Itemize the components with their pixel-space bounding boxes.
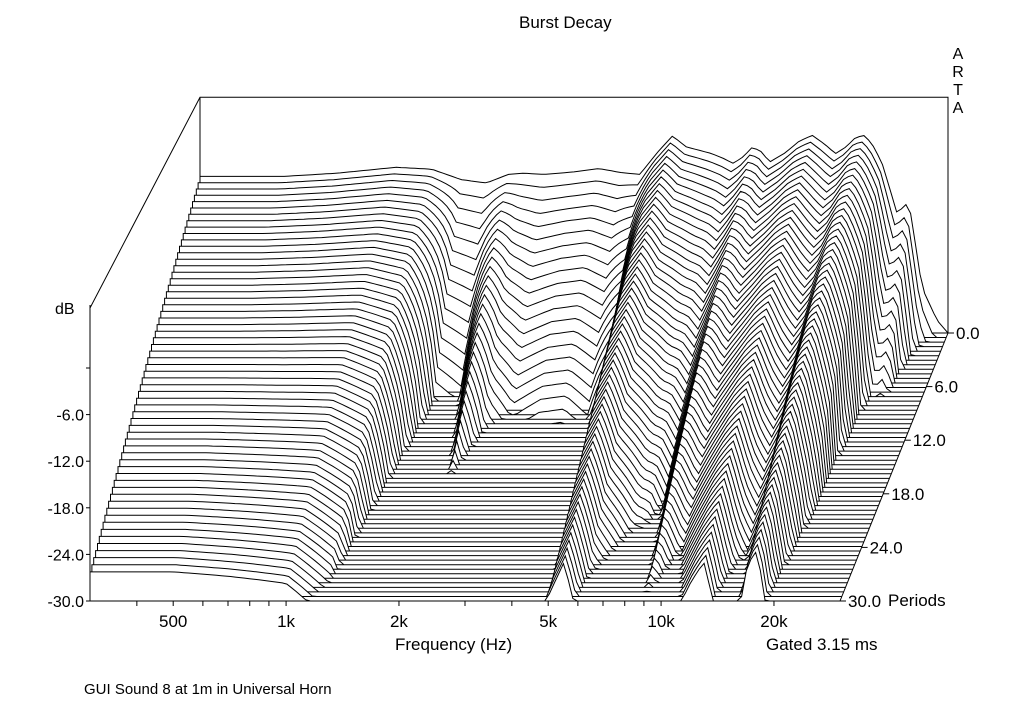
brand-letter: A [952,46,964,63]
chart-title: Burst Decay [519,13,612,32]
y-axis-label: dB [55,301,75,318]
z-tick-label: 30.0 [848,592,881,611]
z-tick-label: 6.0 [934,378,958,397]
gate-caption: Gated 3.15 ms [766,635,878,654]
brand-letter: T [953,82,963,99]
y-tick-label: -18.0 [48,501,85,518]
z-tick-label: 24.0 [870,538,903,557]
decay-slices [89,134,950,602]
brand-mark: A R T A [950,46,966,118]
x-tick-label: 5k [539,612,557,631]
x-tick-label: 2k [390,612,408,631]
z-axis-unit-label: Periods [888,591,946,610]
x-tick-label: 20k [760,612,788,631]
z-tick-label: 0.0 [956,324,980,343]
y-tick-label: -6.0 [56,408,84,425]
z-axis-line [839,332,949,602]
x-tick-label: 10k [647,612,675,631]
z-tick-label: 12.0 [913,431,946,450]
y-tick-label: -24.0 [48,547,85,564]
brand-letter: R [952,64,964,81]
y-tick-label: -12.0 [48,454,85,471]
x-tick-label: 1k [277,612,295,631]
y-tick-label: -30.0 [48,594,85,611]
footer-caption: GUI Sound 8 at 1m in Universal Horn [84,681,332,698]
z-tick-label: 18.0 [891,485,924,504]
axes: -6.0 -12.0 -18.0 -24.0 -30.0 500 1k 2k 5k 10k 20k 0… [48,305,980,631]
brand-letter: A [952,100,964,117]
x-axis-label: Frequency (Hz) [395,635,513,654]
x-tick-label: 500 [159,612,187,631]
